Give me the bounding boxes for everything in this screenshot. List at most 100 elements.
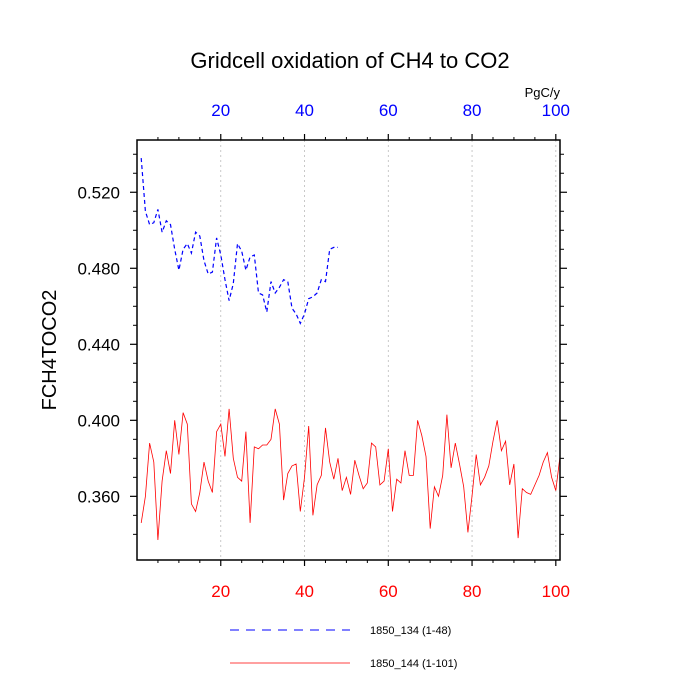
data-point <box>371 443 372 444</box>
data-point <box>471 496 472 497</box>
data-point <box>270 281 271 282</box>
data-point <box>275 408 276 409</box>
data-point <box>425 456 426 457</box>
data-point <box>312 296 313 297</box>
data-point <box>254 446 255 447</box>
data-point <box>157 539 158 540</box>
series-line-1850-144 <box>140 408 561 541</box>
data-point <box>530 494 531 495</box>
data-point <box>266 444 267 445</box>
data-point <box>254 254 255 255</box>
data-point <box>455 443 456 444</box>
data-point <box>333 247 334 248</box>
x-tick-label-top: 80 <box>463 101 482 120</box>
data-point <box>396 479 397 480</box>
data-point <box>224 456 225 457</box>
ticks-group <box>130 134 567 566</box>
data-point <box>149 443 150 444</box>
data-point <box>409 475 410 476</box>
data-point <box>513 463 514 464</box>
data-point <box>522 488 523 489</box>
data-point <box>333 479 334 480</box>
x-tick-label-bottom: 80 <box>463 582 482 601</box>
data-point <box>199 492 200 493</box>
data-point <box>321 279 322 280</box>
data-point <box>258 448 259 449</box>
data-point <box>262 294 263 295</box>
x-tick-label-top: 60 <box>379 101 398 120</box>
data-point <box>229 408 230 409</box>
data-point <box>291 308 292 309</box>
data-point <box>199 235 200 236</box>
data-point <box>304 313 305 314</box>
data-point <box>547 452 548 453</box>
data-point <box>434 486 435 487</box>
data-point <box>538 475 539 476</box>
data-point <box>383 481 384 482</box>
data-point <box>237 243 238 244</box>
data-point <box>321 475 322 476</box>
data-point <box>337 458 338 459</box>
data-point <box>182 249 183 250</box>
data-point <box>308 298 309 299</box>
data-point <box>178 270 179 271</box>
data-point <box>182 412 183 413</box>
data-point <box>216 431 217 432</box>
data-point <box>283 279 284 280</box>
data-point <box>488 465 489 466</box>
data-point <box>208 481 209 482</box>
data-point <box>459 463 460 464</box>
gridlines <box>220 140 557 560</box>
data-point <box>375 446 376 447</box>
y-tick-label: 0.360 <box>77 487 120 506</box>
series-line-1850-134 <box>140 158 338 325</box>
data-point <box>509 484 510 485</box>
data-point <box>329 249 330 250</box>
data-point <box>526 492 527 493</box>
x-tick-label-bottom: 40 <box>295 582 314 601</box>
data-point <box>304 477 305 478</box>
data-point <box>463 486 464 487</box>
data-point <box>174 249 175 250</box>
data-point <box>342 490 343 491</box>
y-tick-label: 0.400 <box>77 411 120 430</box>
data-point <box>446 414 447 415</box>
x-tick-label-top: 20 <box>211 101 230 120</box>
data-point <box>551 477 552 478</box>
data-point <box>241 251 242 252</box>
data-point <box>451 467 452 468</box>
data-point <box>497 420 498 421</box>
data-point <box>350 494 351 495</box>
data-point <box>287 473 288 474</box>
data-point <box>296 463 297 464</box>
data-point <box>153 462 154 463</box>
data-point <box>195 232 196 233</box>
data-point <box>329 462 330 463</box>
x-tick-label-bottom: 100 <box>542 582 570 601</box>
data-point <box>480 484 481 485</box>
data-point <box>534 484 535 485</box>
data-point <box>555 490 556 491</box>
data-point <box>270 439 271 440</box>
data-point <box>187 243 188 244</box>
data-point <box>392 511 393 512</box>
data-point <box>492 441 493 442</box>
data-point <box>212 492 213 493</box>
data-point <box>141 157 142 158</box>
data-point <box>404 450 405 451</box>
data-point <box>363 488 364 489</box>
data-point <box>170 473 171 474</box>
data-point <box>166 450 167 451</box>
data-point <box>505 441 506 442</box>
data-point <box>191 503 192 504</box>
data-point <box>312 515 313 516</box>
data-point <box>316 484 317 485</box>
y-axis-title: FCH4TOCO2 <box>39 290 61 411</box>
data-point <box>501 450 502 451</box>
data-point <box>325 281 326 282</box>
x-tick-label-top: 100 <box>542 101 570 120</box>
data-point <box>187 424 188 425</box>
data-point <box>430 528 431 529</box>
data-point <box>346 477 347 478</box>
data-point <box>467 532 468 533</box>
